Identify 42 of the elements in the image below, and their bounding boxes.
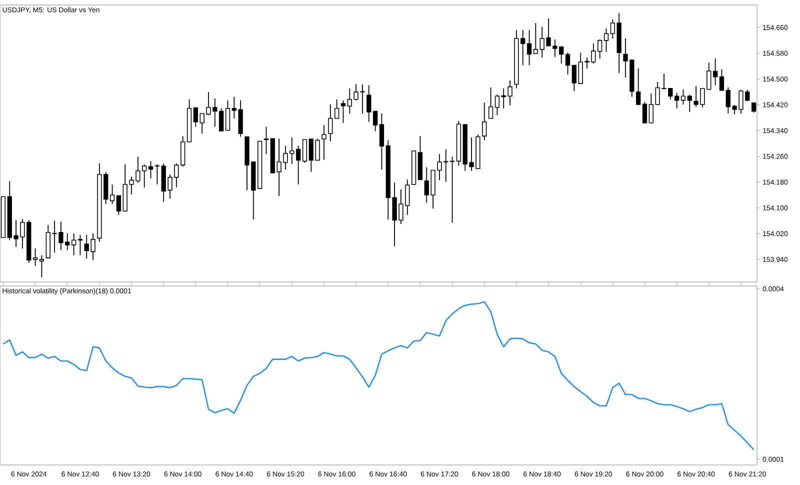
candlestick bbox=[340, 100, 346, 124]
candlestick bbox=[322, 124, 326, 160]
candlestick bbox=[482, 102, 487, 141]
candlestick bbox=[225, 100, 230, 131]
candlestick bbox=[636, 68, 641, 106]
candlestick bbox=[193, 107, 198, 128]
candlestick bbox=[219, 108, 224, 132]
candlestick bbox=[687, 94, 692, 112]
candlestick bbox=[366, 84, 372, 122]
candlestick bbox=[78, 234, 83, 256]
candlestick bbox=[719, 68, 724, 92]
candlestick bbox=[39, 254, 44, 278]
candlestick bbox=[526, 30, 532, 66]
candlestick bbox=[533, 22, 538, 54]
candlestick bbox=[572, 64, 576, 92]
candlestick bbox=[334, 98, 340, 119]
candlestick bbox=[372, 110, 378, 132]
candlestick bbox=[488, 86, 494, 119]
candlestick bbox=[116, 195, 122, 216]
candlestick bbox=[712, 58, 718, 86]
candlestick bbox=[154, 164, 160, 185]
candlestick bbox=[238, 100, 243, 138]
candlestick bbox=[494, 94, 500, 116]
candlestick bbox=[680, 88, 686, 105]
candlestick bbox=[674, 92, 680, 109]
candlestick bbox=[32, 248, 38, 266]
candlestick bbox=[296, 145, 301, 185]
candlestick bbox=[642, 101, 648, 124]
candlestick bbox=[264, 126, 269, 155]
candlestick bbox=[110, 184, 115, 204]
candlestick bbox=[450, 156, 455, 224]
candlestick bbox=[610, 19, 615, 39]
candlestick bbox=[148, 160, 154, 179]
candlestick bbox=[379, 113, 384, 170]
candlestick bbox=[71, 232, 76, 256]
candlestick bbox=[565, 52, 570, 76]
candlestick bbox=[302, 139, 308, 164]
candlestick bbox=[604, 28, 609, 52]
candlestick bbox=[328, 104, 333, 142]
candlestick bbox=[648, 93, 654, 124]
candlestick bbox=[232, 96, 236, 119]
candlestick bbox=[598, 39, 602, 59]
